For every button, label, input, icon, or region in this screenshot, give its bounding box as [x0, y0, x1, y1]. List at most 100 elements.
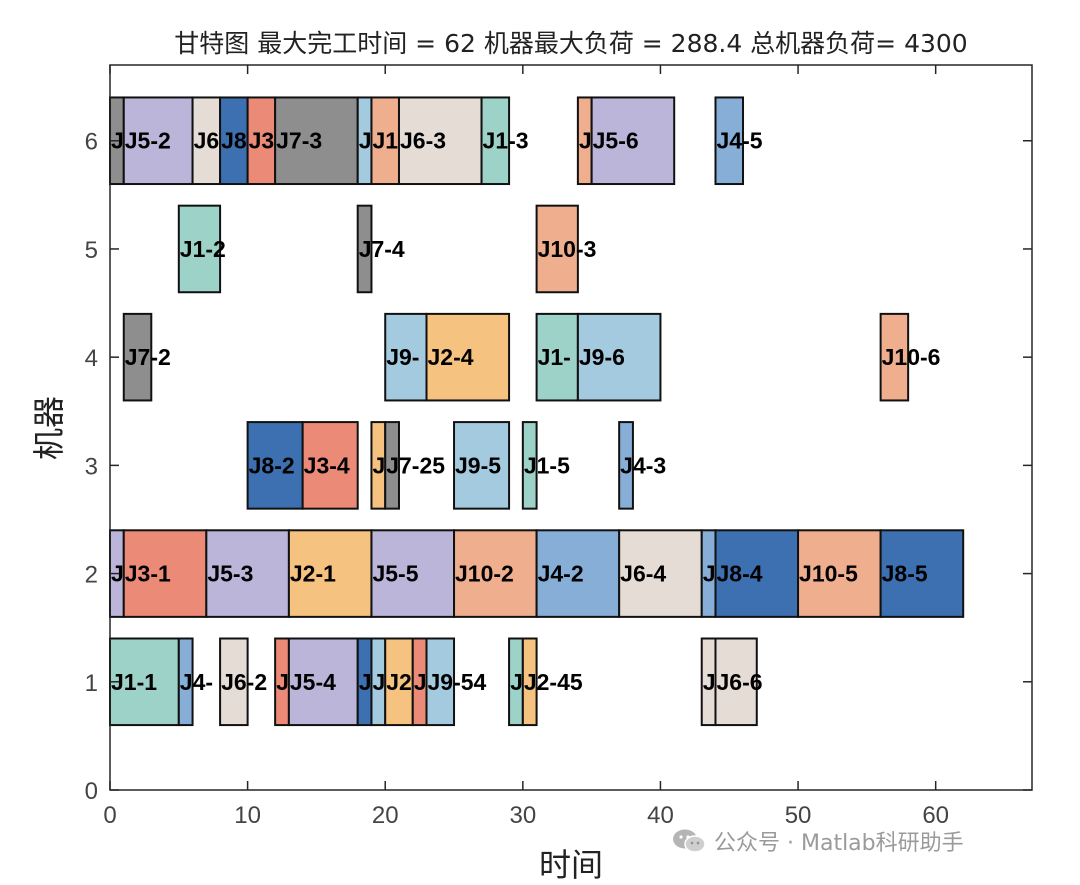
task-bar	[384, 421, 400, 510]
x-tick-label: 60	[922, 802, 949, 829]
task-bar	[521, 637, 538, 727]
task-label: J2-1	[290, 561, 336, 587]
task-label: J1	[372, 128, 398, 154]
task-bar	[453, 529, 538, 618]
y-tick-label: 2	[85, 562, 98, 589]
task-bar	[109, 637, 180, 727]
task-bar	[274, 96, 359, 186]
task-label: J7-3	[276, 128, 322, 154]
task-bar	[370, 96, 400, 186]
plot-frame	[109, 64, 1033, 791]
task-bar	[177, 204, 222, 294]
task-label: J	[414, 669, 427, 695]
task-label: J4-5	[716, 128, 762, 154]
task-bar	[521, 421, 538, 510]
task-bar	[453, 421, 511, 510]
task-label: J4-3	[620, 452, 666, 478]
task-bar	[205, 529, 290, 618]
x-tick-label: 50	[785, 802, 812, 829]
task-label: J5-6	[593, 128, 639, 154]
task-bar	[618, 529, 703, 618]
y-tick-label: 1	[85, 670, 98, 697]
task-label: J9-5	[455, 452, 501, 478]
task-bar	[191, 96, 222, 186]
task-bar	[287, 529, 373, 618]
task-bar	[576, 312, 662, 402]
task-label: J1-5	[524, 452, 570, 478]
task-label: J	[372, 669, 385, 695]
task-label: J8-4	[716, 561, 762, 587]
task-label: J3-1	[125, 561, 171, 587]
task-bar	[535, 529, 621, 618]
task-bar	[122, 529, 208, 618]
task-bar	[425, 637, 456, 727]
task-bar	[370, 529, 456, 618]
task-bar	[535, 312, 579, 402]
task-label: J7-25	[386, 452, 445, 478]
task-bar	[384, 312, 428, 402]
task-label: J5-3	[207, 561, 253, 587]
task-label: J	[703, 561, 716, 587]
task-label: J	[703, 669, 716, 695]
task-label: J5-2	[125, 128, 171, 154]
task-label: J2-45	[524, 669, 583, 695]
task-bar	[714, 529, 800, 618]
task-bar	[714, 96, 745, 186]
task-bar	[384, 637, 414, 727]
task-label: J8	[221, 128, 247, 154]
task-label: J9-	[386, 344, 419, 370]
task-label: J6-4	[620, 561, 666, 587]
task-bar	[219, 637, 249, 727]
task-bar	[714, 637, 758, 727]
task-label: J4-2	[538, 561, 584, 587]
task-bar	[301, 421, 359, 510]
x-tick-label: 20	[372, 802, 399, 829]
task-label: J9-6	[579, 344, 625, 370]
x-tick-label: 10	[234, 802, 261, 829]
task-bar	[122, 312, 153, 402]
task-bar	[397, 96, 483, 186]
task-label: J3-4	[304, 452, 350, 478]
task-label: J10-2	[455, 561, 514, 587]
task-bar	[219, 96, 249, 186]
y-tick-label: 4	[85, 345, 98, 372]
task-label: J10-6	[882, 344, 941, 370]
task-bar	[177, 637, 194, 727]
y-tick-label: 3	[85, 453, 98, 480]
task-bar	[425, 312, 511, 402]
task-bars	[109, 96, 965, 727]
task-label: J2-4	[428, 344, 474, 370]
x-tick-label: 40	[647, 802, 674, 829]
task-label: J	[579, 128, 592, 154]
task-label: J10-5	[799, 561, 858, 587]
task-label: J6-3	[400, 128, 446, 154]
task-bar	[590, 96, 676, 186]
task-bar	[480, 96, 511, 186]
task-label: J8-2	[249, 452, 295, 478]
axis-ticks: 0 10 20 30 40 50 60 0 1 2 3 4 5 6	[85, 65, 1032, 829]
task-label: J10-3	[538, 236, 597, 262]
watermark: 公众号 · Matlab科研助手	[672, 825, 964, 857]
y-tick-label: 0	[85, 778, 98, 805]
x-tick-label: 30	[509, 802, 536, 829]
y-axis-label: 机器	[30, 396, 68, 460]
task-bar	[287, 637, 359, 727]
task-label: J	[359, 128, 372, 154]
task-label: J	[276, 669, 289, 695]
task-bar	[535, 204, 579, 294]
task-bar	[122, 96, 194, 186]
chart-title: 甘特图 最大完工时间 = 62 机器最大负荷 = 288.4 总机器负荷= 43…	[174, 29, 967, 58]
task-label: J7-2	[125, 344, 171, 370]
task-label: J4-	[180, 669, 213, 695]
task-label: J1-3	[483, 128, 529, 154]
task-label: J6	[194, 128, 220, 154]
task-label: J9-54	[428, 669, 487, 695]
task-label: J6-6	[716, 669, 762, 695]
task-label: J2	[386, 669, 412, 695]
y-tick-label: 5	[85, 237, 98, 264]
task-label: J7-4	[359, 236, 405, 262]
task-bar	[618, 421, 634, 510]
task-label: J8-5	[882, 561, 928, 587]
task-bar	[246, 96, 277, 186]
